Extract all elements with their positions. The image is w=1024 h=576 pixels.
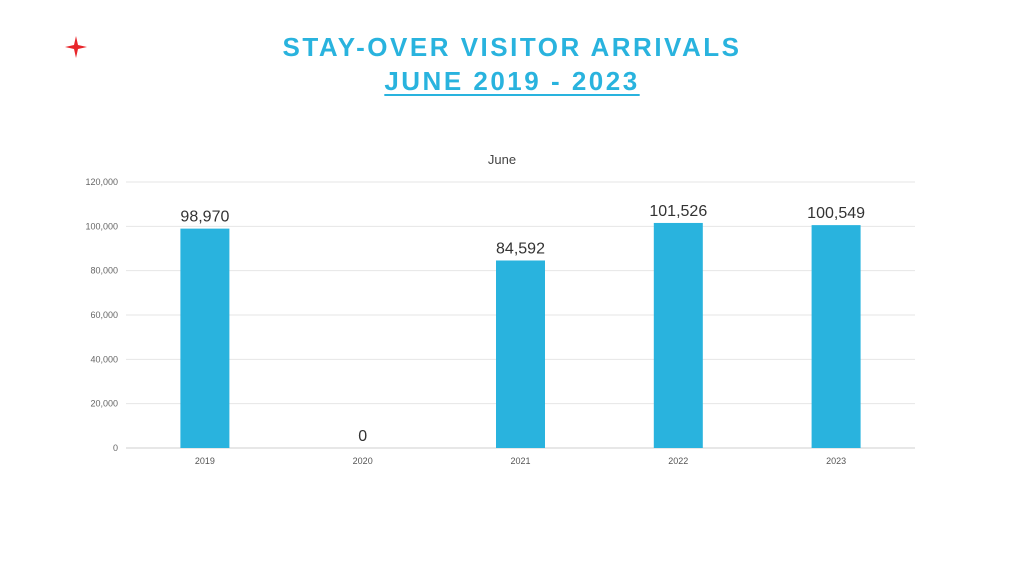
chart-bars bbox=[180, 222, 861, 448]
bar bbox=[180, 228, 230, 448]
chart-gridlines bbox=[126, 181, 915, 449]
data-label: 84,592 bbox=[496, 240, 545, 257]
data-label: 100,549 bbox=[807, 205, 865, 222]
x-tick-label: 2020 bbox=[353, 456, 373, 466]
y-tick-label: 0 bbox=[113, 443, 118, 453]
chart-title: June bbox=[488, 152, 516, 167]
data-label: 98,970 bbox=[180, 209, 229, 226]
chart-x-axis: 2019 2020 2021 2022 2023 bbox=[195, 456, 846, 466]
data-label: 0 bbox=[358, 428, 367, 445]
y-tick-label: 120,000 bbox=[85, 177, 118, 187]
star-logo-icon bbox=[65, 36, 87, 58]
bar bbox=[496, 260, 545, 448]
chart-y-axis: 0 20,000 40,000 60,000 80,000 100,000 120,000 bbox=[85, 177, 118, 453]
slide-subtitle: JUNE 2019 - 2023 bbox=[384, 66, 640, 96]
x-tick-label: 2021 bbox=[510, 456, 530, 466]
y-tick-label: 60,000 bbox=[90, 310, 118, 320]
bar bbox=[811, 225, 861, 448]
x-tick-label: 2022 bbox=[668, 456, 688, 466]
x-tick-label: 2023 bbox=[826, 456, 846, 466]
y-tick-label: 100,000 bbox=[85, 221, 118, 231]
x-tick-label: 2019 bbox=[195, 456, 215, 466]
chart-data-labels: 98,970 0 84,592 101,526 100,549 bbox=[180, 203, 865, 445]
slide-title-block: STAY-OVER VISITOR ARRIVALS JUNE 2019 - 2… bbox=[0, 30, 1024, 98]
y-tick-label: 20,000 bbox=[90, 399, 118, 409]
y-tick-label: 80,000 bbox=[90, 266, 118, 276]
y-tick-label: 40,000 bbox=[90, 354, 118, 364]
bar bbox=[653, 222, 703, 448]
bar-chart: June 0 20,000 40,000 60,000 80,000 100,000 120… bbox=[85, 152, 915, 466]
data-label: 101,526 bbox=[649, 203, 707, 220]
slide-title: STAY-OVER VISITOR ARRIVALS bbox=[282, 32, 742, 62]
